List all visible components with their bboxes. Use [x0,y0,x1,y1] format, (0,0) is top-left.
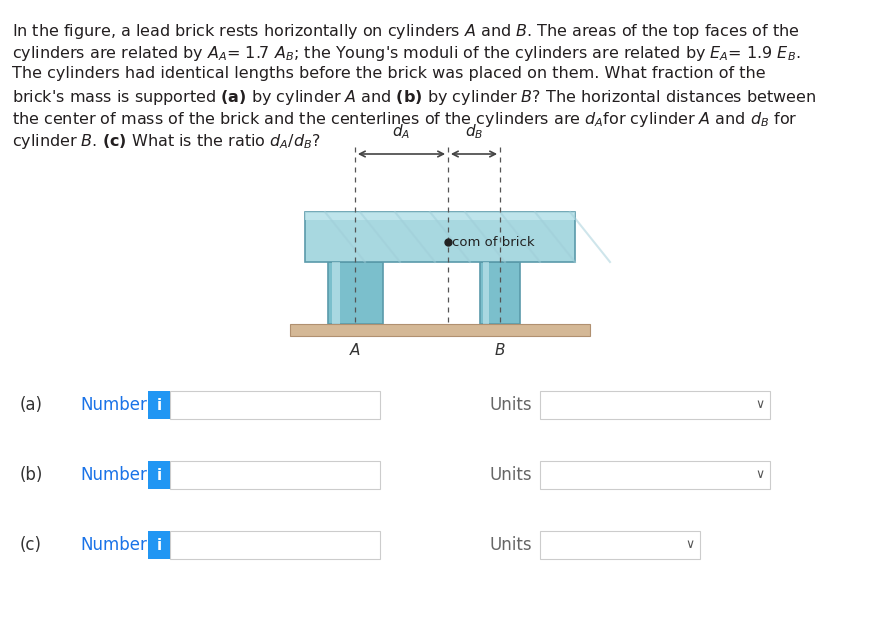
Text: the center of mass of the brick and the centerlines of the cylinders are $d_A$fo: the center of mass of the brick and the … [12,110,797,129]
Text: $d_A$: $d_A$ [392,122,410,141]
Bar [328,262,383,324]
Text: Units: Units [490,466,532,484]
Text: $d_B$: $d_B$ [465,122,483,141]
Bar [480,262,520,324]
Bar [305,212,575,220]
Text: i: i [157,397,161,413]
Text: cylinder $B$. $\mathbf{(c)}$ What is the ratio $d_A$/$d_B$?: cylinder $B$. $\mathbf{(c)}$ What is the… [12,132,321,151]
Text: i: i [157,537,161,553]
Text: Number: Number [80,466,147,484]
Bar [540,531,700,559]
Bar [290,324,590,336]
Text: Number: Number [80,396,147,414]
Bar [483,262,489,324]
Text: In the figure, a lead brick rests horizontally on cylinders $A$ and $B$. The are: In the figure, a lead brick rests horizo… [12,22,800,41]
Text: ∨: ∨ [686,538,695,551]
Bar [540,461,770,489]
Text: cylinders are related by $A_A$= 1.7 $A_B$; the Young's moduli of the cylinders a: cylinders are related by $A_A$= 1.7 $A_B… [12,44,801,63]
Text: (c): (c) [20,536,42,554]
Text: (a): (a) [20,396,43,414]
Bar [170,461,380,489]
Bar [170,391,380,419]
Text: ∨: ∨ [756,399,765,412]
Bar [170,531,380,559]
Text: brick's mass is supported $\mathbf{(a)}$ by cylinder $A$ and $\mathbf{(b)}$ by c: brick's mass is supported $\mathbf{(a)}$… [12,88,816,107]
Bar [148,531,170,559]
Bar [332,262,340,324]
Text: ∨: ∨ [756,468,765,482]
Text: The cylinders had identical lengths before the brick was placed on them. What fr: The cylinders had identical lengths befo… [12,66,766,81]
Text: Number: Number [80,536,147,554]
Bar [148,391,170,419]
Text: (b): (b) [20,466,43,484]
Text: com of brick: com of brick [452,235,534,248]
Text: Units: Units [490,396,532,414]
Text: $B$: $B$ [494,342,506,358]
Bar [305,212,575,262]
Bar [540,391,770,419]
Text: i: i [157,468,161,482]
Bar [148,461,170,489]
Text: $A$: $A$ [349,342,361,358]
Text: Units: Units [490,536,532,554]
